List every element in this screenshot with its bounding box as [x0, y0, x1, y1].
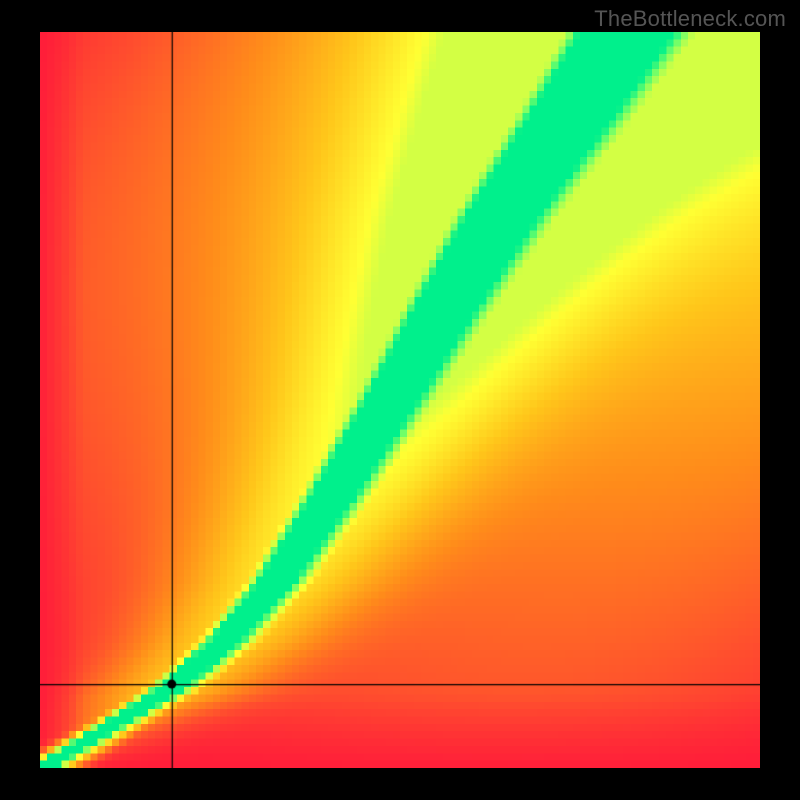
watermark-text: TheBottleneck.com [594, 6, 786, 32]
crosshair-overlay [40, 32, 760, 768]
figure-stage: TheBottleneck.com [0, 0, 800, 800]
